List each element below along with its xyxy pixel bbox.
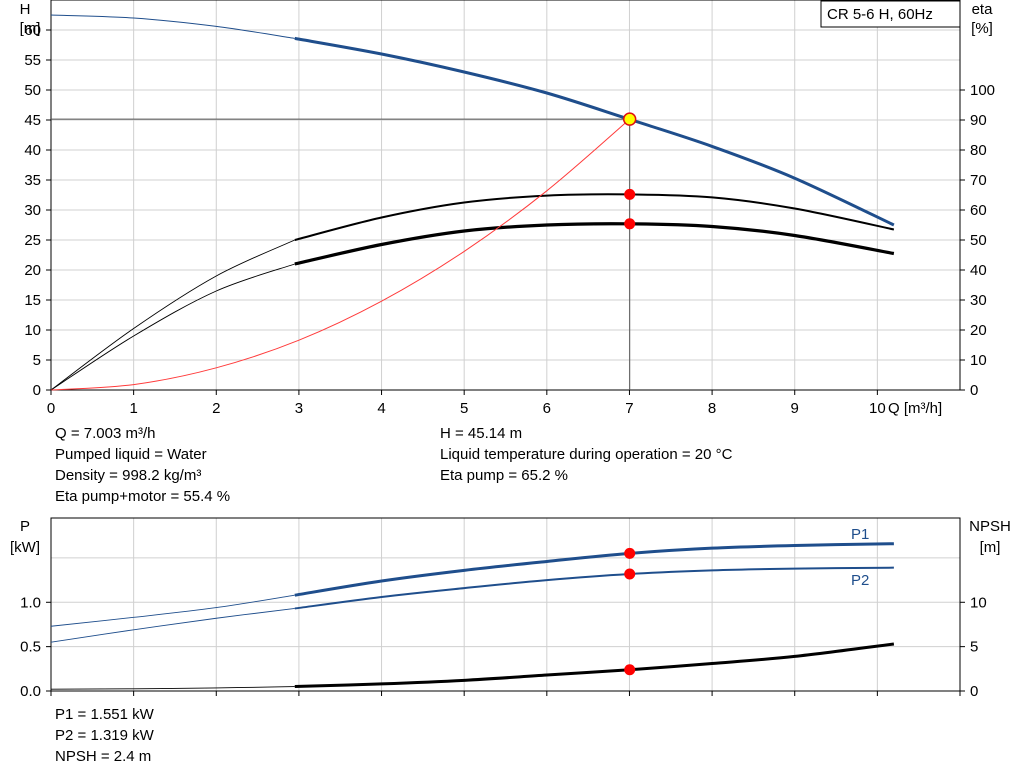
h-axis-unit: [m] <box>20 20 41 37</box>
eta-tick-label: 0 <box>970 382 978 399</box>
x-tick-label: 2 <box>212 400 220 417</box>
p2-value: P2 = 1.319 kW <box>55 727 154 744</box>
duty-marker <box>624 568 636 580</box>
power-info: P1 = 1.551 kW P2 = 1.319 kW NPSH = 2.4 m <box>55 704 154 767</box>
efficiency-marker <box>624 218 636 230</box>
duty-marker <box>624 547 636 559</box>
x-tick-label: 4 <box>377 400 385 417</box>
h-tick-label: 10 <box>24 322 41 339</box>
x-tick-label: 8 <box>708 400 716 417</box>
duty-marker <box>624 664 636 676</box>
eta-tick-label: 60 <box>970 202 987 219</box>
p1-value: P1 = 1.551 kW <box>55 706 154 723</box>
p-axis-label: P <box>20 518 30 535</box>
h-tick-label: 60 <box>24 22 41 39</box>
h-tick-label: 45 <box>24 112 41 129</box>
top-plot-frame <box>50 0 961 391</box>
duty-info-left: Q = 7.003 m³/h Pumped liquid = Water Den… <box>55 423 230 507</box>
series-head-extrapolated <box>50 14 295 39</box>
npsh-axis-label: NPSH <box>969 518 1011 535</box>
h-axis-label: H <box>20 1 31 18</box>
head-value: H = 45.14 m <box>440 425 523 442</box>
series-eta-pump <box>294 193 895 241</box>
top-tick-labels: 0 1 2 3 4 5 6 7 8 9 100510152025303540455055600102… <box>24 22 995 417</box>
series-eta-total-extrapolated <box>50 263 295 391</box>
h-tick-label: 40 <box>24 142 41 159</box>
flow-value: Q = 7.003 m³/h <box>55 425 156 442</box>
series-eta-system <box>50 118 631 391</box>
eta-tick-label: 100 <box>970 82 995 99</box>
efficiency-marker <box>624 188 636 200</box>
eta-tick-label: 70 <box>970 172 987 189</box>
bottom-series <box>50 542 895 690</box>
h-tick-label: 50 <box>24 82 41 99</box>
p2-series-label: P2 <box>851 572 869 589</box>
series-NPSH <box>294 642 895 689</box>
series-P1-extrapolated <box>50 594 295 627</box>
npsh-value: NPSH = 2.4 m <box>55 748 152 765</box>
npsh-tick-label: 10 <box>970 594 987 611</box>
liquid-temperature: Liquid temperature during operation = 20… <box>440 446 733 463</box>
pumped-liquid: Pumped liquid = Water <box>55 446 207 463</box>
series-eta-pump-extrapolated <box>50 239 295 391</box>
h-tick-label: 25 <box>24 232 41 249</box>
h-tick-label: 30 <box>24 202 41 219</box>
eta-tick-label: 90 <box>970 112 987 129</box>
p-tick-label: 1.0 <box>20 594 41 611</box>
eta-tick-label: 20 <box>970 322 987 339</box>
eta-tick-label: 10 <box>970 352 987 369</box>
eta-axis-label: eta <box>972 1 994 18</box>
series-head <box>294 36 895 227</box>
x-tick-label: 3 <box>295 400 303 417</box>
series-P2 <box>294 566 894 610</box>
head-efficiency-plot: 0 1 2 3 4 5 6 7 8 9 100510152025303540455055600102… <box>20 0 995 417</box>
eta-tick-label: 80 <box>970 142 987 159</box>
eta-axis-unit: [%] <box>971 20 993 37</box>
series-eta-total <box>294 222 895 266</box>
eta-tick-label: 40 <box>970 262 987 279</box>
p1-series-label: P1 <box>851 526 869 543</box>
series-P2-extrapolated <box>50 608 295 643</box>
bottom-plot-frame <box>50 517 961 692</box>
eta-pump-value: Eta pump = 65.2 % <box>440 467 568 484</box>
top-grid <box>50 0 961 391</box>
duty-info-right: H = 45.14 m Liquid temperature during op… <box>440 423 732 486</box>
x-tick-label: 9 <box>791 400 799 417</box>
p-axis-unit: [kW] <box>10 539 40 556</box>
x-axis-label: Q [m³/h] <box>888 400 942 417</box>
x-tick-label: 6 <box>543 400 551 417</box>
h-tick-label: 5 <box>33 352 41 369</box>
series-NPSH-extrapolated <box>50 686 295 690</box>
top-markers <box>622 112 637 230</box>
bottom-tick-labels: 0.0 0.5 1.0 0 5 10 <box>20 594 987 700</box>
p-tick-label: 0.5 <box>20 639 41 656</box>
chart-title: CR 5-6 H, 60Hz <box>827 6 933 23</box>
bottom-markers <box>624 547 636 676</box>
eta-tick-label: 50 <box>970 232 987 249</box>
x-tick-label: 5 <box>460 400 468 417</box>
density-value: Density = 998.2 kg/m³ <box>55 467 202 484</box>
h-tick-label: 55 <box>24 52 41 69</box>
npsh-tick-label: 5 <box>970 639 978 656</box>
h-tick-label: 20 <box>24 262 41 279</box>
eta-tick-label: 30 <box>970 292 987 309</box>
series-P1 <box>294 542 894 597</box>
duty-point-marker <box>622 112 637 126</box>
x-tick-label: 1 <box>129 400 137 417</box>
x-tick-label: 7 <box>625 400 633 417</box>
p-tick-label: 0.0 <box>20 683 41 700</box>
power-npsh-plot: 0.0 0.5 1.0 0 5 10 P [kW] NPSH [m] P1 P2 <box>10 517 1011 700</box>
title-box <box>820 0 961 28</box>
h-tick-label: 35 <box>24 172 41 189</box>
top-series <box>50 14 895 391</box>
npsh-tick-label: 0 <box>970 683 978 700</box>
h-tick-label: 0 <box>33 382 41 399</box>
eta-pump-motor-value: Eta pump+motor = 55.4 % <box>55 488 231 505</box>
duty-point-reference-lines <box>51 118 631 390</box>
x-tick-label: 10 <box>869 400 886 417</box>
x-tick-label: 0 <box>47 400 55 417</box>
h-tick-label: 15 <box>24 292 41 309</box>
npsh-axis-unit: [m] <box>980 539 1001 556</box>
